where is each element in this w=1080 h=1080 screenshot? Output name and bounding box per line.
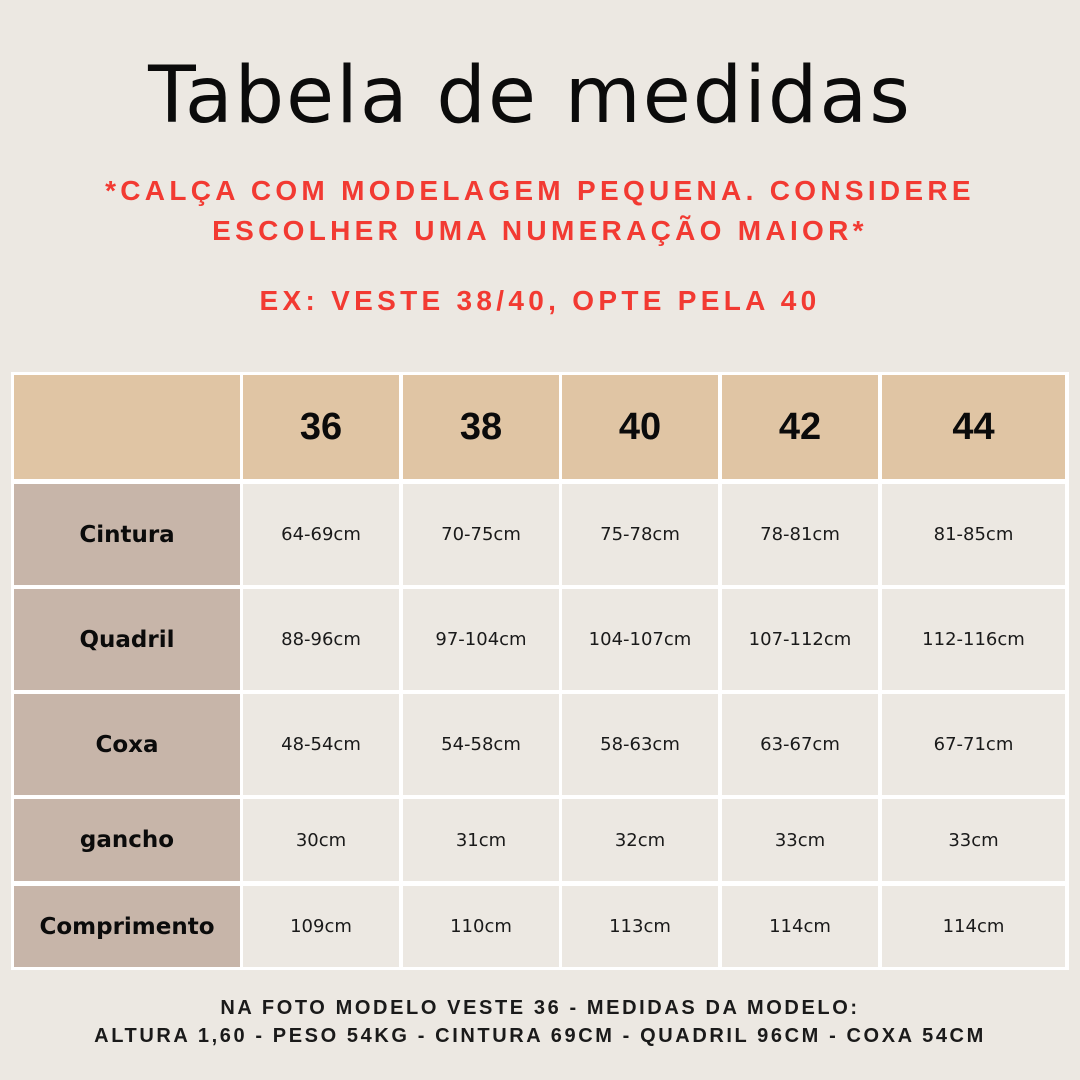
table-cell: 114cm	[882, 886, 1065, 967]
row-label-text: Coxa	[95, 731, 159, 758]
measure-value: 32cm	[614, 829, 666, 851]
size-label: 44	[952, 405, 995, 448]
measure-value: 97-104cm	[435, 629, 527, 650]
measure-value: 113cm	[609, 916, 671, 937]
size-label: 36	[299, 405, 343, 448]
measure-value: 110cm	[450, 916, 512, 937]
measure-value: 109cm	[290, 916, 352, 937]
table-cell: 97-104cm	[403, 589, 559, 690]
measure-value: 58-63cm	[600, 734, 680, 755]
size-header-38: 38	[403, 375, 559, 479]
measure-value: 70-75cm	[441, 524, 521, 545]
row-label-text: Comprimento	[39, 913, 215, 940]
table-cell: 88-96cm	[243, 589, 399, 690]
measure-value: 78-81cm	[760, 524, 840, 545]
measure-value: 31cm	[455, 829, 507, 851]
table-cell: 58-63cm	[562, 694, 718, 795]
measure-value: 114cm	[769, 916, 831, 937]
table-cell: 64-69cm	[243, 484, 399, 585]
measure-value: 64-69cm	[281, 524, 361, 545]
footer-line-1: NA FOTO MODELO VESTE 36 - MEDIDAS DA MOD…	[220, 997, 860, 1019]
measure-value: 63-67cm	[760, 734, 840, 755]
measure-value: 104-107cm	[588, 629, 692, 650]
table-cell: 70-75cm	[403, 484, 559, 585]
measure-value: 75-78cm	[600, 524, 680, 545]
page-title: Tabela de medidas	[148, 51, 912, 141]
size-label: 40	[618, 405, 662, 448]
measure-value: 88-96cm	[281, 629, 361, 650]
example-note: EX: VESTE 38/40, OPTE PELA 40	[259, 285, 821, 316]
size-header-42: 42	[722, 375, 878, 479]
header-corner-cell	[14, 375, 240, 479]
table-cell: 30cm	[243, 799, 399, 881]
size-header-40: 40	[562, 375, 718, 479]
table-cell: 67-71cm	[882, 694, 1065, 795]
measure-value: 67-71cm	[933, 734, 1014, 755]
row-label-gancho: gancho	[14, 799, 240, 881]
measure-value: 107-112cm	[748, 629, 852, 650]
table-cell: 81-85cm	[882, 484, 1065, 585]
measure-value: 30cm	[295, 829, 347, 851]
warning-line-2: ESCOLHER UMA NUMERAÇÃO MAIOR*	[212, 215, 868, 246]
size-header-36: 36	[243, 375, 399, 479]
size-label: 38	[459, 405, 503, 448]
size-table: 36 38 40 42 44 Cintura 64-69cm 70-75cm 7…	[11, 372, 1069, 970]
row-label-coxa: Coxa	[14, 694, 240, 795]
row-label-text: Quadril	[79, 626, 175, 653]
table-cell: 33cm	[722, 799, 878, 881]
table-cell: 33cm	[882, 799, 1065, 881]
row-label-quadril: Quadril	[14, 589, 240, 690]
measure-value: 112-116cm	[922, 629, 1025, 650]
table-cell: 104-107cm	[562, 589, 718, 690]
table-cell: 32cm	[562, 799, 718, 881]
row-label-text: gancho	[79, 827, 175, 853]
table-cell: 113cm	[562, 886, 718, 967]
table-cell: 112-116cm	[882, 589, 1065, 690]
row-label-comprimento: Comprimento	[14, 886, 240, 967]
measure-value: 54-58cm	[441, 734, 521, 755]
measure-value: 114cm	[942, 916, 1005, 937]
size-header-44: 44	[882, 375, 1065, 479]
measure-value: 48-54cm	[281, 734, 361, 755]
table-cell: 109cm	[243, 886, 399, 967]
table-cell: 31cm	[403, 799, 559, 881]
table-cell: 54-58cm	[403, 694, 559, 795]
warning-line-1: *CALÇA COM MODELAGEM PEQUENA. CONSIDERE	[105, 175, 975, 206]
table-cell: 110cm	[403, 886, 559, 967]
table-cell: 63-67cm	[722, 694, 878, 795]
size-label: 42	[778, 405, 822, 448]
table-cell: 114cm	[722, 886, 878, 967]
row-label-cintura: Cintura	[14, 484, 240, 585]
table-cell: 75-78cm	[562, 484, 718, 585]
table-cell: 48-54cm	[243, 694, 399, 795]
measure-value: 81-85cm	[933, 524, 1014, 545]
table-cell: 78-81cm	[722, 484, 878, 585]
measure-value: 33cm	[774, 829, 826, 851]
table-cell: 107-112cm	[722, 589, 878, 690]
footer-line-2: ALTURA 1,60 - PESO 54KG - CINTURA 69CM -…	[94, 1025, 986, 1047]
measure-value: 33cm	[948, 829, 999, 851]
row-label-text: Cintura	[79, 521, 175, 548]
